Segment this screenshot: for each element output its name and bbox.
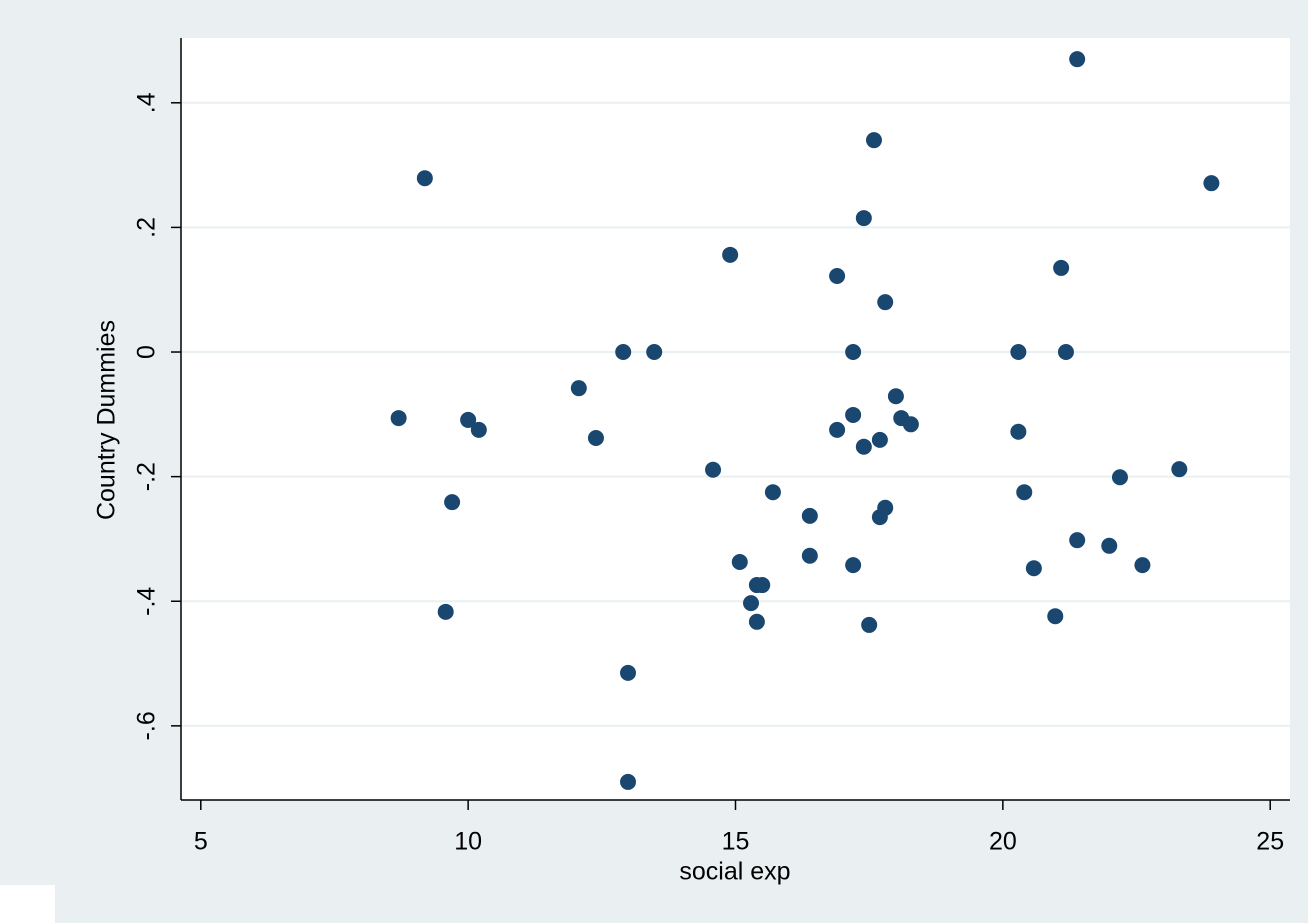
y-tick-label: .2 [133,217,161,238]
y-tick-label: -.6 [133,711,161,740]
point [829,268,846,285]
point [887,388,904,405]
y-tick-label: .4 [133,92,161,113]
point [865,132,882,149]
point [416,170,433,187]
corner-patch [0,885,55,923]
x-tick-label: 20 [989,828,1017,856]
point [1053,259,1070,276]
point [845,406,862,423]
point [902,416,919,433]
point [801,547,818,564]
point [1016,484,1033,501]
y-axis-title: Country Dummies [93,320,121,520]
point [855,210,872,227]
point [620,664,637,681]
point [1057,344,1074,361]
grid [181,101,1290,727]
point [1134,557,1151,574]
point [470,421,487,438]
point [845,344,862,361]
point [444,494,461,511]
point [1101,537,1118,554]
point [587,430,604,447]
point [1047,608,1064,625]
point [620,773,637,790]
y-tick-label: 0 [133,345,161,359]
point [1069,51,1086,68]
point [731,553,748,570]
point [855,438,872,455]
point [743,595,760,612]
point [877,294,894,311]
point [460,411,477,428]
point [1203,175,1220,192]
point [722,246,739,263]
point [705,461,722,478]
x-tick-label: 15 [722,828,750,856]
point [754,577,771,594]
point [646,344,663,361]
x-axis-title: social exp [679,858,790,886]
point [829,421,846,438]
point [861,616,878,633]
y-tick-label: -.2 [133,462,161,491]
point [1025,560,1042,577]
point [390,410,407,427]
plot-area [181,38,1290,800]
point [437,603,454,620]
marks [390,51,1220,790]
point [1010,344,1027,361]
point [1111,469,1128,486]
point [1171,461,1188,478]
point [764,484,781,501]
point [748,613,765,630]
x-tick-label: 10 [454,828,482,856]
x-tick-label: 5 [194,828,208,856]
point [1069,532,1086,549]
point [615,344,632,361]
point [801,507,818,524]
point [1010,423,1027,440]
point [871,431,888,448]
y-tick-label: -.4 [133,587,161,616]
point [570,380,587,397]
point [845,557,862,574]
x-tick-label: 25 [1256,828,1284,856]
point [877,499,894,516]
